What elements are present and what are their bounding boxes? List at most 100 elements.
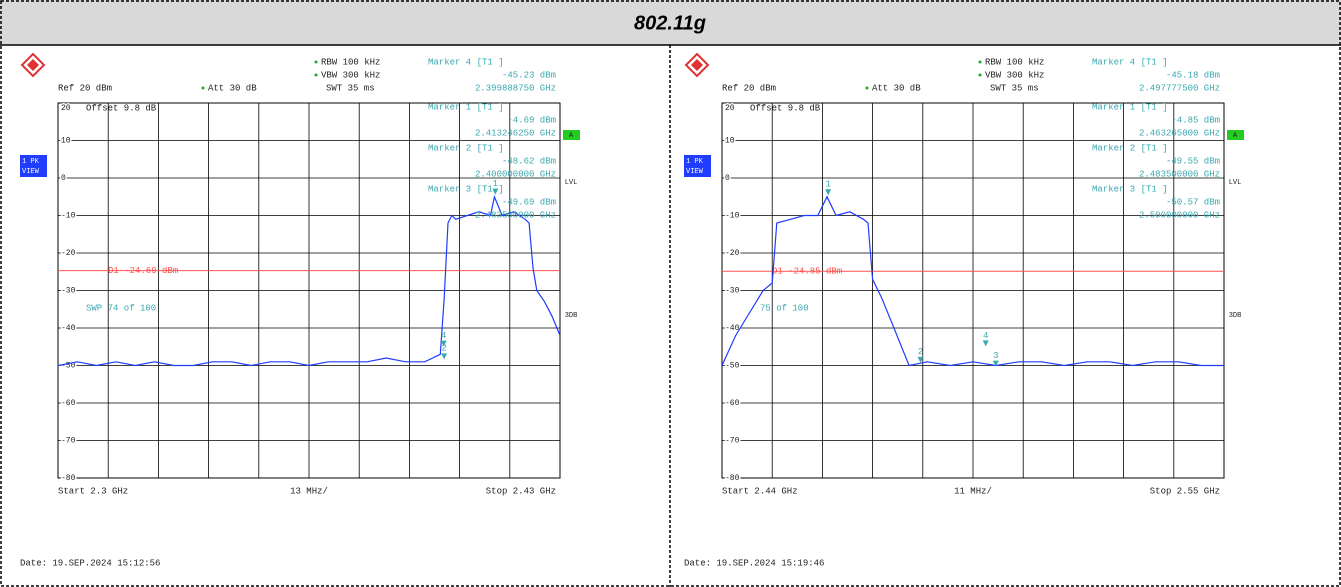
- spectrum-panel: Ref 20 dBm Att 30 dB RBW 100 kHz VBW 300 kH…: [20, 52, 580, 568]
- y-tick-label: -60: [725, 399, 740, 408]
- display-line-label: D1 -24.85 dBm: [772, 267, 842, 277]
- marker-name: Marker 4 [T1 ]: [428, 57, 504, 67]
- y-tick-label: -70: [725, 437, 740, 446]
- asterisk: [201, 86, 205, 90]
- logo-inner: [691, 59, 703, 71]
- side-box: [1227, 130, 1244, 140]
- y-tick-label: -10: [61, 212, 76, 221]
- sweep-count: SWP 74 of 100: [86, 303, 156, 313]
- title-bar: [0, 0, 1341, 45]
- trace-group: [58, 194, 560, 367]
- marker-value: -48.62 dBm: [502, 156, 556, 166]
- marker-id: 1: [825, 180, 830, 190]
- marker-frequency: 2.497777500 GHz: [1139, 83, 1220, 93]
- marker-value: -49.69 dBm: [502, 197, 556, 207]
- attenuation: Att 30 dB: [208, 83, 257, 93]
- marker-frequency: 2.399888750 GHz: [475, 83, 556, 93]
- trace-label: 1 PK: [22, 158, 40, 166]
- y-tick-label: 0: [725, 174, 730, 183]
- marker-value: -50.57 dBm: [1166, 197, 1220, 207]
- logo-inner: [27, 59, 39, 71]
- offset-label: Offset 9.8 dB: [86, 103, 157, 113]
- start-label: Start 2.44 GHz: [722, 486, 798, 496]
- y-tick-label: 0: [61, 174, 66, 183]
- side-box: [563, 130, 580, 140]
- page-title: 802.11g: [634, 12, 706, 34]
- trace-label: 1 PK: [686, 158, 704, 166]
- offset-label: Offset 9.8 dB: [750, 103, 821, 113]
- marker-value: -4.85 dBm: [1171, 115, 1220, 125]
- marker-frequency: 2.413246250 GHz: [475, 128, 556, 138]
- marker: [825, 189, 832, 196]
- marker: [492, 188, 499, 195]
- y-tick-label: 20: [725, 104, 735, 113]
- y-tick-label: -30: [725, 287, 740, 296]
- side-label: A: [569, 132, 574, 140]
- marker: [917, 356, 924, 363]
- marker-value: -4.69 dBm: [507, 115, 556, 125]
- division-label: 11 MHz/: [954, 486, 992, 496]
- side-label: LVL: [565, 179, 578, 187]
- vbw: VBW 300 kHz: [985, 70, 1044, 80]
- asterisk: [314, 73, 318, 77]
- trace-label: VIEW: [22, 168, 40, 176]
- y-tick-label: -80: [725, 474, 740, 483]
- marker-frequency: 2.483500000 GHz: [1139, 169, 1220, 179]
- stop-label: Stop 2.55 GHz: [1150, 486, 1220, 496]
- marker-frequency: 2.463265000 GHz: [1139, 128, 1220, 138]
- marker: [441, 353, 448, 360]
- marker-name: Marker 4 [T1 ]: [1092, 57, 1168, 67]
- y-tick-label: -70: [61, 437, 76, 446]
- y-tick-label: -40: [725, 324, 740, 333]
- display-line-label: D1 -24.69 dBm: [108, 266, 178, 276]
- y-tick-label: -80: [61, 474, 76, 483]
- asterisk: [978, 60, 982, 64]
- marker-id: 4: [983, 331, 988, 341]
- attenuation: Att 30 dB: [872, 83, 921, 93]
- rbw: RBW 100 kHz: [321, 57, 380, 67]
- marker-frequency: 2.483500000 GHz: [475, 210, 556, 220]
- marker-name: Marker 3 [T1 ]: [428, 184, 504, 194]
- asterisk: [978, 73, 982, 77]
- sweep-count: 75 of 100: [760, 303, 809, 313]
- marker-value: -45.18 dBm: [1166, 70, 1220, 80]
- marker-name: Marker 1 [T1 ]: [428, 102, 504, 112]
- marker-name: Marker 2 [T1 ]: [1092, 143, 1168, 153]
- ref-level: Ref 20 dBm: [58, 83, 112, 93]
- date: Date: 19.SEP.2024 15:19:46: [684, 558, 824, 568]
- ref-level: Ref 20 dBm: [722, 83, 776, 93]
- y-tick-label: -20: [61, 249, 76, 258]
- date: Date: 19.SEP.2024 15:12:56: [20, 558, 160, 568]
- marker-id: 4: [441, 331, 446, 341]
- marker-id: 1: [493, 179, 498, 189]
- marker-name: Marker 3 [T1 ]: [1092, 184, 1168, 194]
- asterisk: [865, 86, 869, 90]
- trace-box: [684, 155, 711, 177]
- marker-name: Marker 2 [T1 ]: [428, 143, 504, 153]
- rbw: RBW 100 kHz: [985, 57, 1044, 67]
- y-tick-label: 10: [725, 137, 735, 146]
- trace: [722, 195, 1224, 367]
- marker-value: -49.55 dBm: [1166, 156, 1220, 166]
- vbw: VBW 300 kHz: [321, 70, 380, 80]
- marker-value: -45.23 dBm: [502, 70, 556, 80]
- y-tick-label: -30: [61, 287, 76, 296]
- y-tick-label: -10: [725, 212, 740, 221]
- marker-name: Marker 1 [T1 ]: [1092, 102, 1168, 112]
- y-tick-label: 20: [61, 104, 71, 113]
- y-tick-label: 10: [61, 137, 71, 146]
- trace-box: [20, 155, 47, 177]
- marker: [982, 340, 989, 347]
- marker: [440, 340, 447, 347]
- y-tick-label: -20: [725, 249, 740, 258]
- marker-frequency: 2.400000000 GHz: [475, 169, 556, 179]
- spectrum-panel: Ref 20 dBm Att 30 dB RBW 100 kHz VBW 300 kH…: [684, 52, 1244, 568]
- marker-id: 2: [441, 344, 446, 354]
- side-label: 3DB: [565, 312, 578, 320]
- y-tick-label: -60: [61, 399, 76, 408]
- side-label: 3DB: [1229, 312, 1242, 320]
- marker-id: 3: [993, 351, 998, 361]
- side-label: A: [1233, 132, 1238, 140]
